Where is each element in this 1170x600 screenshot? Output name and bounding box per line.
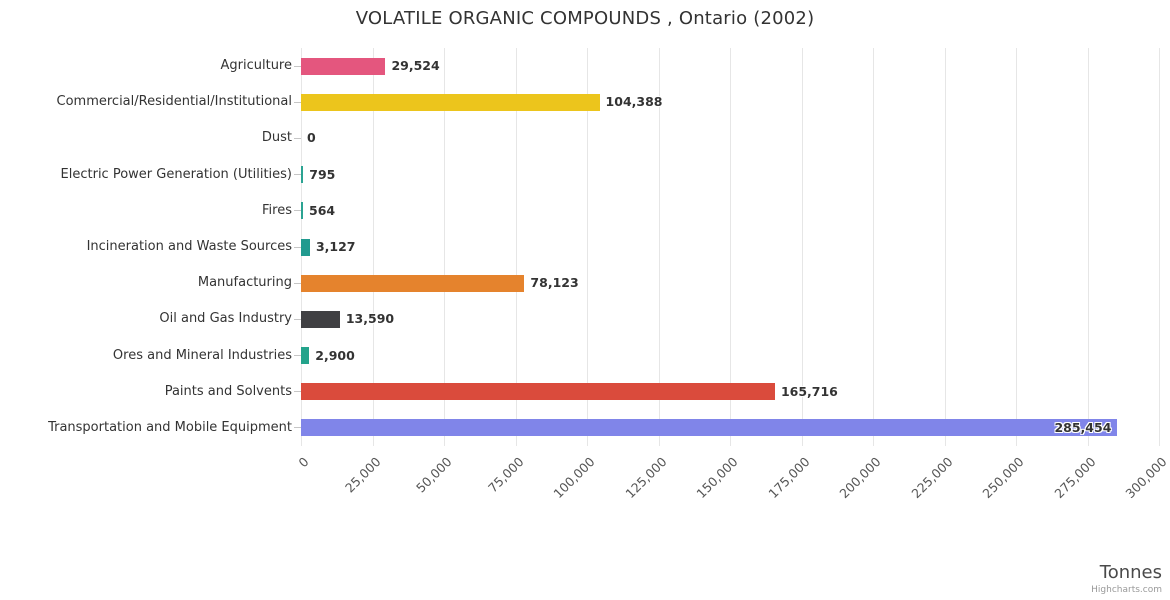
x-axis-tick-label: 125,000 [621,454,670,502]
category-label: Paints and Solvents [164,383,292,399]
category-label: Fires [262,202,292,218]
chart-title: VOLATILE ORGANIC COMPOUNDS , Ontario (20… [355,8,815,29]
bar-value-label: 29,524 [391,58,440,74]
grid-line [587,48,588,446]
x-axis-tick-label: 25,000 [341,454,384,496]
bar[interactable] [301,166,304,184]
category-label: Manufacturing [197,275,292,291]
grid-line [1016,48,1017,446]
bar[interactable] [301,274,525,292]
bar-value-label: 104,388 [605,94,663,110]
category-tick [294,137,301,139]
x-axis-tick-label: 100,000 [550,454,598,502]
grid-line [515,48,517,446]
bar[interactable] [301,93,600,111]
bar[interactable] [301,419,1118,437]
grid-line [658,48,660,446]
x-axis-tick-label: 50,000 [413,454,455,496]
plot-area [301,48,1160,446]
category-tick [294,355,301,357]
bar[interactable] [301,347,310,365]
bar[interactable] [301,238,310,256]
category-tick [294,210,301,212]
grid-line [730,48,731,446]
bar-value-label: 0 [307,130,316,146]
category-tick [294,174,301,176]
grid-line [801,48,803,446]
bar[interactable] [301,57,386,75]
highcharts-credit-link[interactable]: Highcharts.com [1091,585,1162,595]
x-axis-tick-label: 225,000 [907,454,956,502]
x-axis-tick-label: 250,000 [979,454,1027,502]
bar-value-label: 78,123 [530,275,579,291]
grid-line [944,48,946,446]
grid-line [444,48,445,446]
bar[interactable] [301,310,340,328]
category-tick [294,246,301,248]
category-label: Transportation and Mobile Equipment [48,419,292,435]
bar[interactable] [301,383,775,401]
category-tick [294,391,301,393]
category-label: Agriculture [220,58,293,74]
x-axis-tick-label: 275,000 [1050,454,1099,502]
bar-value-label: 285,454 [1054,419,1112,435]
category-tick [294,101,301,103]
bar-value-label: 564 [309,202,336,218]
category-label: Oil and Gas Industry [159,311,292,327]
category-label: Electric Power Generation (Utilities) [60,166,292,182]
x-axis-tick-label: 150,000 [693,454,741,502]
grid-line [1159,48,1160,446]
category-tick [294,427,301,429]
bar-value-label: 2,900 [315,347,355,363]
x-axis-title: Tonnes [1099,562,1162,583]
category-tick [294,318,301,320]
bar-value-label: 13,590 [345,311,395,327]
grid-line [1087,48,1089,446]
bar-value-label: 3,127 [315,239,356,254]
bar[interactable] [301,202,303,220]
grid-line [372,48,374,446]
grid-line [873,48,874,446]
category-label: Ores and Mineral Industries [112,347,292,363]
category-tick [294,282,301,284]
x-axis-tick-label: 0 [295,454,312,471]
x-axis-tick-label: 75,000 [484,454,527,496]
x-axis-tick-label: 200,000 [836,454,884,502]
category-label: Commercial/Residential/Institutional [56,94,293,110]
bar-value-label: 165,716 [780,383,838,399]
bar-value-label: 795 [309,166,336,182]
x-axis-tick-label: 300,000 [1122,454,1170,502]
category-label: Dust [261,130,292,146]
category-label: Incineration and Waste Sources [86,239,292,254]
x-axis-tick-label: 175,000 [764,454,813,502]
category-tick [294,65,301,67]
